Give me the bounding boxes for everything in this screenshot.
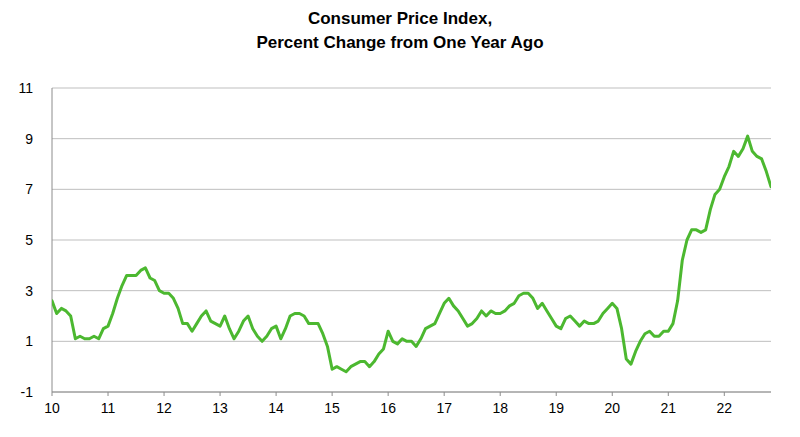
x-tick (52, 392, 53, 396)
data-line (52, 136, 771, 372)
y-tick-label: 11 (18, 80, 33, 96)
y-tick-label: -1 (21, 384, 34, 400)
chart-title: Consumer Price Index, (308, 9, 492, 28)
x-tick (276, 392, 277, 396)
y-tick-label: 7 (25, 181, 33, 197)
x-tick (444, 392, 445, 396)
x-tick-label: 13 (212, 400, 228, 416)
x-tick-label: 20 (604, 400, 620, 416)
x-tick (556, 392, 557, 396)
grid-line (52, 240, 771, 241)
y-axis-line (52, 88, 53, 392)
y-tick-label: 3 (25, 283, 33, 299)
x-tick-label: 17 (436, 400, 452, 416)
x-tick (108, 392, 109, 396)
chart-svg: Consumer Price Index, Percent Change from… (0, 0, 800, 437)
x-tick-label: 14 (268, 400, 284, 416)
grid-line (52, 138, 771, 139)
x-tick-label: 16 (380, 400, 396, 416)
y-tick-label: 5 (25, 232, 33, 248)
x-tick (164, 392, 165, 396)
x-tick-label: 10 (44, 400, 60, 416)
x-tick (332, 392, 333, 396)
grid-line (52, 189, 771, 190)
x-tick-label: 18 (492, 400, 508, 416)
x-tick-label: 19 (548, 400, 564, 416)
grid-line (52, 88, 771, 89)
x-tick (668, 392, 669, 396)
y-tick-label: 9 (25, 131, 33, 147)
x-tick-label: 15 (324, 400, 340, 416)
grid-line (52, 392, 771, 393)
x-tick (612, 392, 613, 396)
x-tick (724, 392, 725, 396)
x-tick-label: 22 (717, 400, 733, 416)
x-tick (500, 392, 501, 396)
x-tick (220, 392, 221, 396)
x-axis-line (52, 392, 771, 393)
chart-container: Consumer Price Index, Percent Change from… (0, 0, 800, 437)
plot-area (52, 136, 771, 372)
y-tick-label: 1 (25, 333, 33, 349)
x-tick-label: 21 (660, 400, 676, 416)
x-tick-label: 12 (156, 400, 172, 416)
x-tick (388, 392, 389, 396)
x-tick-label: 11 (101, 400, 116, 416)
chart-subtitle: Percent Change from One Year Ago (256, 33, 543, 52)
